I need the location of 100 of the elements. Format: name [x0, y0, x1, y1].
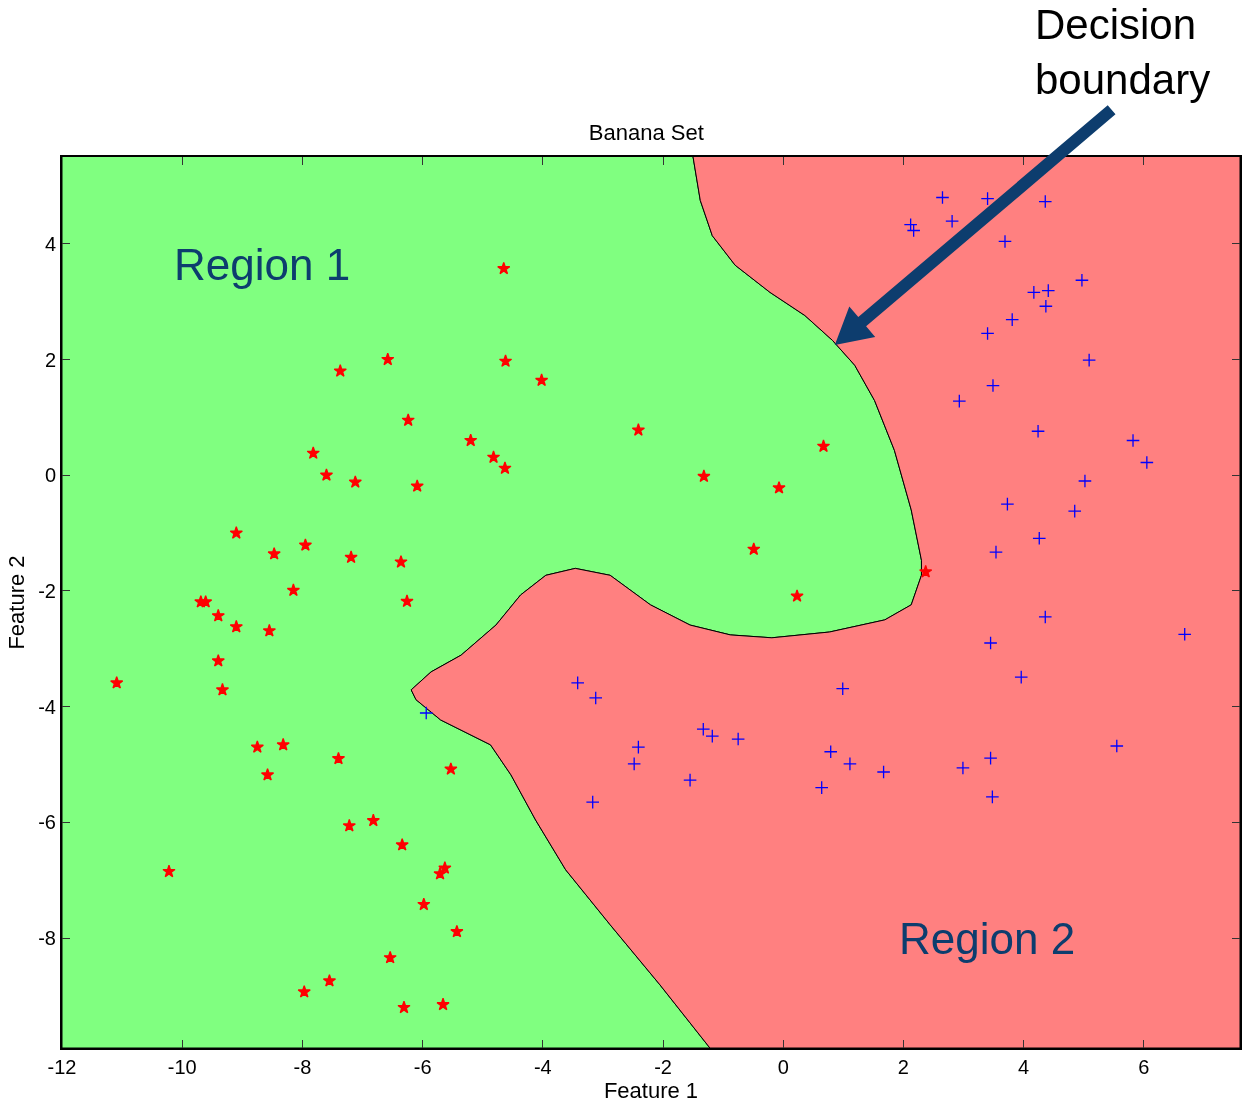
point: [322, 973, 337, 987]
point: [1139, 455, 1154, 470]
point: [433, 866, 447, 880]
x-tick-label: -12: [47, 1056, 77, 1078]
point: [400, 594, 414, 608]
y-tick-label: -2: [38, 579, 56, 602]
point: [835, 681, 850, 696]
point: [229, 526, 243, 539]
point: [1038, 299, 1053, 314]
point: [570, 675, 585, 690]
x-tick-label: -2: [654, 1056, 672, 1078]
text: Decision boundary: [1035, 1, 1211, 103]
y-axis-title: Feature 2: [3, 555, 29, 650]
x-tick-label: -6: [413, 1056, 432, 1078]
point: [842, 756, 857, 771]
annotation: Region 2: [899, 914, 1076, 963]
point: [919, 564, 933, 578]
point: [417, 897, 431, 911]
point: [985, 789, 1000, 804]
point: [998, 234, 1012, 249]
x-tick-label: -8: [293, 1056, 312, 1078]
point: [627, 756, 642, 771]
point: [444, 762, 458, 775]
point: [319, 468, 334, 481]
point: [498, 461, 512, 475]
point: [1032, 531, 1047, 546]
point: [747, 542, 761, 556]
point: [486, 450, 501, 464]
point: [498, 354, 513, 367]
point: [394, 555, 408, 568]
point: [980, 326, 995, 341]
point: [250, 740, 264, 753]
point: [816, 439, 831, 453]
point: [419, 706, 434, 720]
chart-title: Banana Set: [588, 120, 704, 145]
point: [1041, 283, 1056, 298]
point: [1000, 497, 1015, 512]
point: [436, 997, 450, 1011]
x-tick-label: -10: [167, 1056, 197, 1078]
point: [333, 364, 347, 377]
point: [401, 413, 415, 426]
x-tick-label: 2: [897, 1056, 909, 1078]
point: [903, 217, 918, 232]
point: [211, 653, 225, 667]
point: [731, 732, 746, 746]
point: [814, 780, 829, 795]
point: [631, 423, 646, 436]
point: [986, 378, 1000, 393]
point: [397, 1000, 411, 1014]
point: [989, 545, 1003, 560]
point: [1005, 312, 1020, 327]
point: [260, 767, 275, 781]
point: [1067, 504, 1082, 519]
point: [215, 682, 230, 696]
point: [790, 589, 804, 602]
x-tick-label: -4: [533, 1056, 552, 1078]
y-tick-label: 4: [44, 232, 56, 255]
point: [1038, 610, 1053, 624]
point: [348, 475, 362, 488]
point: [876, 765, 891, 779]
point: [366, 813, 380, 827]
point: [381, 352, 395, 366]
point: [342, 818, 356, 832]
x-tick-label: 4: [1018, 1056, 1030, 1078]
y-tick-label: -4: [38, 695, 56, 718]
point: [1031, 424, 1046, 439]
point: [306, 446, 320, 459]
point: [585, 795, 600, 810]
x-tick-label: 6: [1138, 1056, 1150, 1078]
point: [697, 469, 711, 483]
x-axis-title: Feature 1: [603, 1078, 699, 1103]
point: [298, 538, 313, 551]
point: [534, 373, 549, 387]
y-tick-label: 0: [44, 464, 56, 487]
point: [1177, 627, 1192, 642]
point: [267, 546, 281, 560]
point: [955, 761, 970, 775]
point: [1126, 433, 1140, 448]
x-tick-label: 0: [777, 1056, 789, 1078]
point: [1014, 670, 1029, 685]
point: [276, 737, 290, 751]
y-tick-label: -6: [38, 811, 56, 834]
point: [450, 924, 464, 938]
point: [1074, 273, 1089, 288]
point: [383, 950, 397, 964]
point: [331, 751, 346, 765]
point: [211, 608, 225, 622]
point: [683, 773, 698, 788]
point: [1109, 739, 1124, 753]
point: [945, 214, 960, 229]
point: [1038, 194, 1053, 209]
point: [110, 675, 124, 689]
point: [286, 583, 301, 597]
point: [464, 433, 478, 447]
point: [229, 619, 243, 633]
point: [1026, 285, 1041, 300]
y-tick-label: -8: [38, 927, 56, 950]
point: [631, 740, 646, 755]
point: [344, 550, 358, 564]
point: [823, 744, 838, 759]
